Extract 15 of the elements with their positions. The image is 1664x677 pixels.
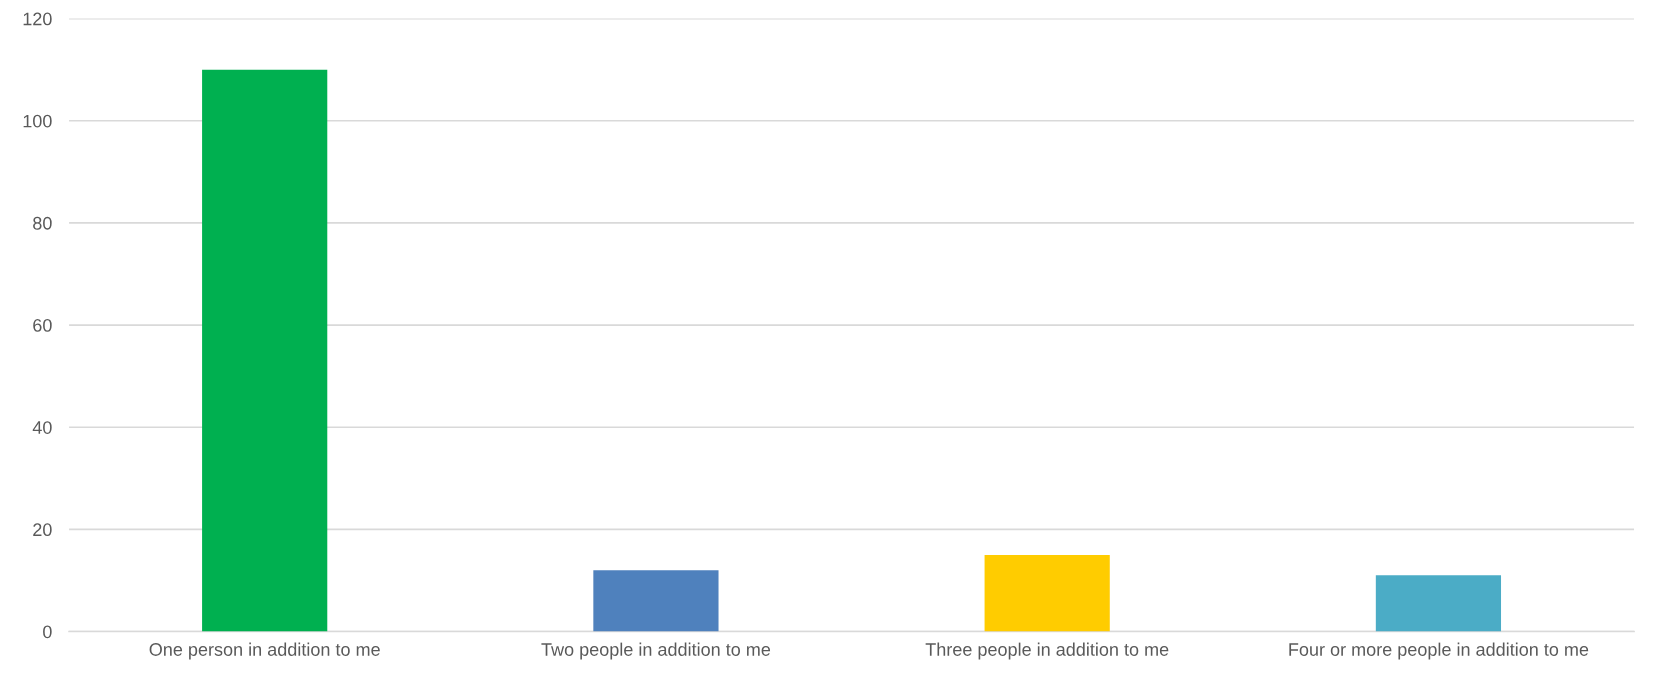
y-tick-label: 20 — [33, 523, 52, 537]
bar — [1375, 575, 1502, 632]
bar — [593, 570, 719, 632]
y-tick-label: 100 — [23, 114, 52, 128]
y-tick-label: 60 — [33, 319, 52, 332]
bar — [202, 69, 328, 632]
x-tick-label: Two people in addition to me — [541, 642, 771, 660]
x-tick-label: One person in addition to me — [149, 642, 380, 660]
y-tick-label: 0 — [43, 625, 52, 639]
y-tick-label: 40 — [32, 421, 52, 434]
x-tick-label: Four or more people in addition to me — [1289, 642, 1589, 660]
x-tick-label: Three people in addition to me — [925, 642, 1169, 660]
y-tick-label: 80 — [33, 216, 52, 230]
bar — [984, 554, 1110, 632]
y-tick-label: 120 — [23, 12, 52, 26]
